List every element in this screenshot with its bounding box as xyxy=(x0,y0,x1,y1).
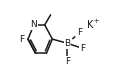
Text: B: B xyxy=(64,39,70,48)
Text: K$^+$: K$^+$ xyxy=(86,18,101,31)
Text: F: F xyxy=(19,35,24,44)
Text: F: F xyxy=(65,57,70,66)
Text: N: N xyxy=(30,20,37,29)
Text: F: F xyxy=(77,28,82,37)
Text: F: F xyxy=(80,44,85,53)
